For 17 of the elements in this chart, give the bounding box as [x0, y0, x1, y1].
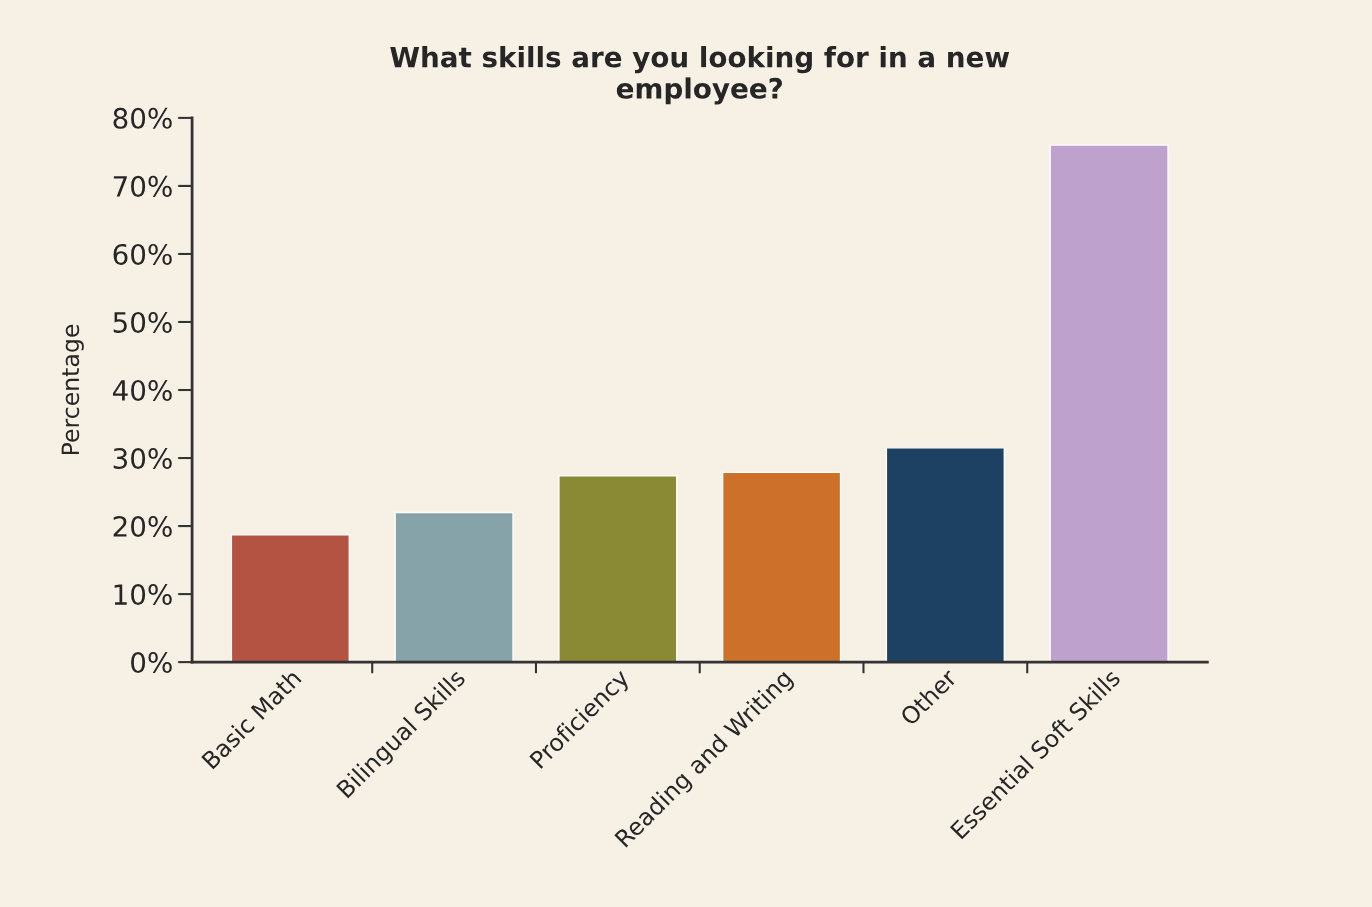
y-tick-label: 0%	[131, 652, 172, 674]
bar	[394, 511, 514, 663]
y-tick-label: 20%	[113, 516, 172, 538]
chart-title: What skills are you looking for in a new employee?	[390, 46, 1010, 105]
y-axis-title: Percentage	[61, 324, 84, 455]
bar	[721, 471, 842, 663]
bar	[1049, 144, 1169, 663]
y-tick-label: 30%	[113, 447, 172, 469]
bar	[230, 534, 350, 663]
y-tick-label: 10%	[114, 584, 172, 606]
y-tick-label: 70%	[113, 175, 172, 197]
y-tick-label: 80%	[113, 107, 172, 129]
bar	[558, 475, 678, 663]
y-tick-label: 60%	[113, 243, 172, 265]
y-tick-label: 50%	[113, 311, 172, 333]
bar	[885, 447, 1005, 663]
y-tick-label: 40%	[112, 379, 172, 401]
